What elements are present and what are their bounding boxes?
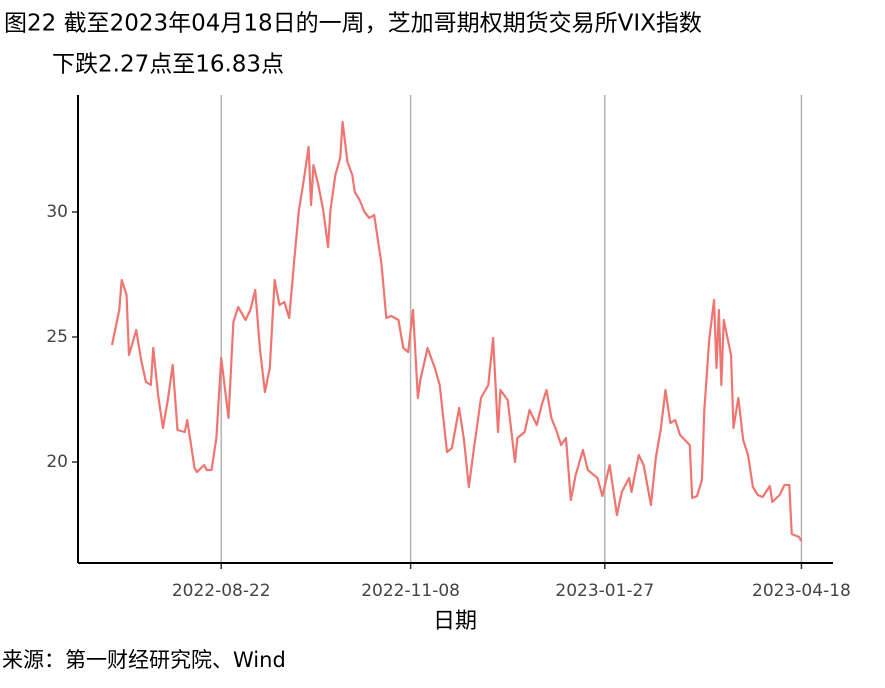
source-note: 来源：第一财经研究院、Wind (2, 648, 286, 672)
y-tick-label: 20 (46, 452, 68, 472)
y-tick-label: 30 (46, 202, 68, 222)
x-tick-label: 2022-11-08 (361, 581, 460, 601)
chart-title: 下跌2.27点至16.83点 (52, 52, 284, 78)
x-tick-label: 2023-01-27 (555, 581, 654, 601)
data-line (110, 120, 803, 542)
x-tick-label: 2022-08-22 (172, 581, 271, 601)
x-axis-title: 日期 (433, 609, 477, 634)
x-tick-label: 2023-04-18 (752, 581, 851, 601)
y-tick-label: 25 (46, 327, 68, 347)
chart-title: 图22 截至2023年04月18日的一周，芝加哥期权期货交易所VIX指数 (4, 11, 702, 37)
